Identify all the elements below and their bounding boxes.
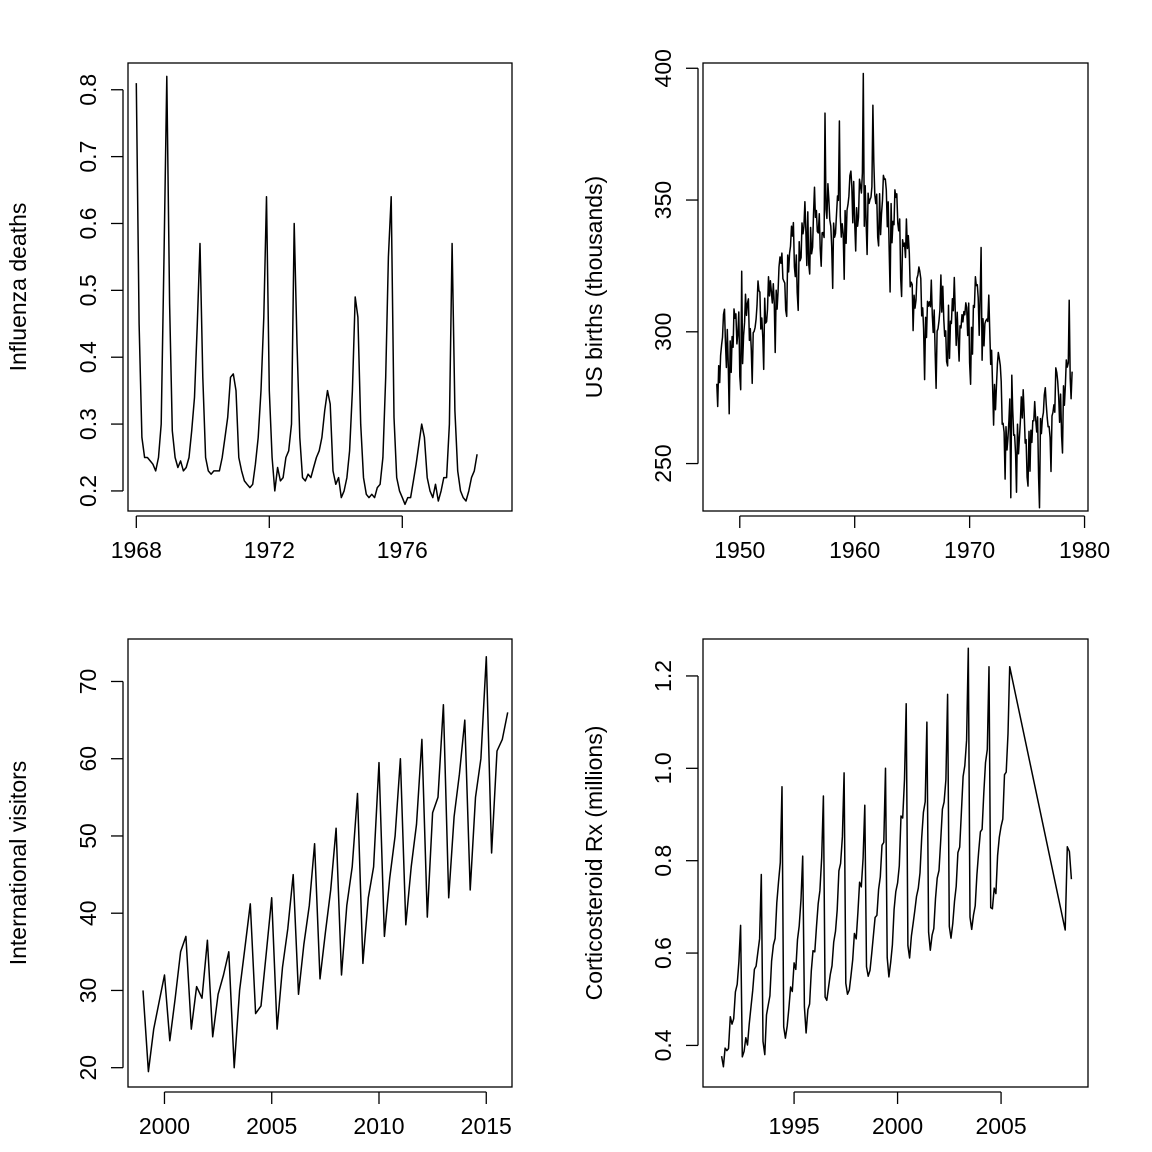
corticosteroid-series-line <box>720 647 1073 1068</box>
births-x-tick-label: 1970 <box>944 537 995 563</box>
corticosteroid-y-tick-label: 0.4 <box>650 1029 676 1061</box>
influenza-y-tick-label: 0.4 <box>75 341 101 373</box>
births-plot-frame <box>702 62 1089 512</box>
corticosteroid-y-label: Corticosteroid Rx (millions) <box>581 726 607 1001</box>
visitors-y-label: International visitors <box>5 761 31 966</box>
corticosteroid-x-tick-label: 1995 <box>768 1113 819 1139</box>
births-y-tick-label: 400 <box>650 49 676 87</box>
visitors-plot-frame <box>127 638 513 1088</box>
corticosteroid-y-tick-label: 1.0 <box>650 752 676 784</box>
visitors-x-tick-label: 2005 <box>246 1113 297 1139</box>
international-visitors-chart: 2000 2005 2010 2015 20 30 40 50 60 70 Internationa… <box>5 638 513 1139</box>
influenza-y-tick-label: 0.2 <box>75 475 101 507</box>
births-series-line <box>716 72 1073 509</box>
influenza-y-tick-label: 0.5 <box>75 274 101 306</box>
influenza-x-tick-label: 1976 <box>377 537 428 563</box>
us-births-chart: 1950 1960 1970 1980 250 300 350 400 US births (t… <box>581 49 1110 563</box>
corticosteroid-y-tick-label: 0.8 <box>650 845 676 877</box>
corticosteroid-y-tick-label: 0.6 <box>650 937 676 969</box>
births-y-tick-label: 250 <box>650 444 676 482</box>
visitors-y-tick-label: 70 <box>75 669 101 695</box>
corticosteroid-x-tick-label: 2005 <box>975 1113 1026 1139</box>
visitors-y-tick-label: 40 <box>75 900 101 926</box>
influenza-plot-frame <box>127 62 513 512</box>
visitors-y-tick-label: 60 <box>75 746 101 772</box>
influenza-series-line <box>135 75 478 506</box>
visitors-series-line <box>142 656 509 1073</box>
births-y-tick-label: 300 <box>650 313 676 351</box>
influenza-y-tick-label: 0.8 <box>75 74 101 106</box>
influenza-y-label: Influenza deaths <box>5 203 31 372</box>
births-y-tick-label: 350 <box>650 181 676 219</box>
corticosteroid-rx-chart: 1995 2000 2005 0.4 0.6 0.8 1.0 1.2 Corticosteroi… <box>581 638 1089 1139</box>
influenza-y-tick-label: 0.7 <box>75 141 101 173</box>
births-x-tick-label: 1950 <box>714 537 765 563</box>
births-x-tick-label: 1960 <box>829 537 880 563</box>
influenza-x-tick-label: 1968 <box>111 537 162 563</box>
births-y-label: US births (thousands) <box>581 176 607 398</box>
corticosteroid-x-tick-label: 2000 <box>872 1113 923 1139</box>
influenza-y-tick-label: 0.6 <box>75 207 101 239</box>
births-x-tick-label: 1980 <box>1059 537 1110 563</box>
visitors-x-tick-label: 2000 <box>139 1113 190 1139</box>
visitors-y-tick-label: 20 <box>75 1055 101 1081</box>
visitors-y-tick-label: 50 <box>75 823 101 849</box>
visitors-y-tick-label: 30 <box>75 978 101 1004</box>
visitors-x-tick-label: 2010 <box>353 1113 404 1139</box>
influenza-y-tick-label: 0.3 <box>75 408 101 440</box>
corticosteroid-plot-frame <box>702 638 1089 1088</box>
corticosteroid-y-tick-label: 1.2 <box>650 660 676 692</box>
influenza-deaths-chart: 1968 1972 1976 0.2 0.3 0.4 0.5 0.6 0.7 0.8 Influen… <box>5 62 513 563</box>
influenza-x-tick-label: 1972 <box>244 537 295 563</box>
visitors-x-tick-label: 2015 <box>461 1113 512 1139</box>
